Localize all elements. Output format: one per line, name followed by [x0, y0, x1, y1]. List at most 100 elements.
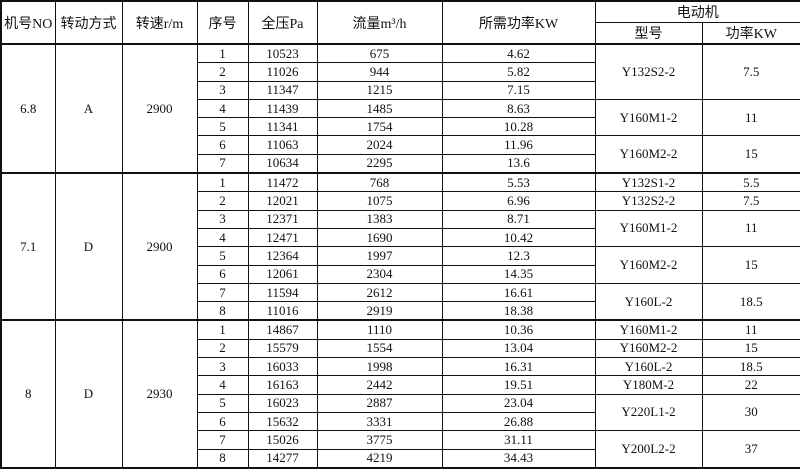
flow-cell: 2024 — [316, 135, 443, 155]
pressure-cell: 11026 — [247, 62, 318, 82]
motor-power-cell: 5.5 — [701, 172, 800, 193]
flow-cell: 1215 — [316, 80, 443, 100]
motor-power-cell: 18.5 — [701, 282, 800, 321]
motor-model-cell: Y160M1-2 — [594, 319, 703, 340]
table-row: 4 16163 2442 19.51 Y180M-2 22 — [1, 375, 800, 395]
header-drive: 转动方式 — [54, 0, 123, 45]
motor-model-cell: Y160M1-2 — [594, 209, 703, 248]
required-power-cell: 31.11 — [441, 430, 596, 450]
pressure-cell: 11347 — [247, 80, 318, 100]
flow-cell: 4219 — [316, 448, 443, 469]
required-power-cell: 14.35 — [441, 264, 596, 284]
seq-cell: 6 — [196, 411, 249, 432]
motor-model-cell: Y132S1-2 — [594, 172, 703, 193]
pressure-cell: 10523 — [247, 43, 318, 64]
flow-cell: 1075 — [316, 191, 443, 211]
motor-power-cell: 7.5 — [701, 42, 800, 100]
flow-cell: 768 — [316, 172, 443, 193]
required-power-cell: 4.62 — [441, 43, 596, 64]
table-row: 2 15579 1554 13.04 Y160M2-2 15 — [1, 338, 800, 359]
table-row: 6 12061 2304 14.35 — [1, 264, 800, 284]
motor-power-cell: 15 — [701, 135, 800, 174]
motor-model-cell: Y220L1-2 — [594, 393, 703, 432]
motor-model-cell: Y160M2-2 — [594, 135, 703, 174]
model-no-cell: 6.8 — [0, 42, 56, 174]
seq-cell: 7 — [196, 282, 249, 303]
pressure-cell: 11472 — [247, 172, 318, 193]
pressure-cell: 15026 — [247, 430, 318, 450]
required-power-cell: 11.96 — [441, 135, 596, 155]
seq-cell: 5 — [196, 393, 249, 413]
motor-power-cell: 15 — [701, 338, 800, 359]
pressure-cell: 16033 — [247, 357, 318, 377]
pressure-cell: 16163 — [247, 375, 318, 395]
pressure-cell: 16023 — [247, 393, 318, 413]
pressure-cell: 11016 — [247, 301, 318, 321]
flow-cell: 2612 — [316, 282, 443, 303]
motor-model-cell: Y132S2-2 — [594, 191, 703, 211]
flow-cell: 2919 — [316, 301, 443, 321]
motor-model-cell: Y160L-2 — [594, 282, 703, 321]
table-row: 7.1 D 2900 1 11472 768 5.53 Y132S1-2 5.5 — [0, 172, 800, 321]
seq-cell: 5 — [196, 117, 249, 137]
required-power-cell: 5.53 — [441, 172, 596, 193]
motor-power-cell: 18.5 — [701, 357, 800, 377]
flow-cell: 1383 — [316, 209, 443, 229]
flow-cell: 2304 — [316, 264, 443, 284]
required-power-cell: 7.15 — [441, 80, 596, 100]
header-speed: 转速r/m — [121, 0, 198, 45]
pressure-cell: 11594 — [247, 282, 318, 303]
table-row: 6.8 A 2900 1 10523 675 4.62 Y132S2-2 7.5 — [0, 42, 800, 174]
drive-cell: A — [54, 42, 123, 174]
required-power-cell: 13.6 — [441, 153, 596, 174]
table-row: 6 11063 2024 11.96 Y160M2-2 15 — [1, 135, 800, 174]
motor-power-cell: 11 — [701, 319, 800, 340]
pressure-cell: 12371 — [247, 209, 318, 229]
required-power-cell: 18.38 — [441, 301, 596, 321]
pressure-cell: 12471 — [247, 227, 318, 248]
drive-cell: D — [54, 319, 123, 469]
flow-cell: 1690 — [316, 227, 443, 248]
motor-power-cell: 30 — [701, 393, 800, 432]
required-power-cell: 8.63 — [441, 98, 596, 119]
table-row: 7 11594 2612 16.61 Y160L-2 18.5 — [1, 282, 800, 321]
header-flow: 流量m³/h — [316, 0, 443, 45]
pressure-cell: 11341 — [247, 117, 318, 137]
motor-power-cell: 11 — [701, 209, 800, 248]
seq-cell: 6 — [196, 135, 249, 155]
motor-model-cell: Y160L-2 — [594, 357, 703, 377]
header-required-power: 所需功率KW — [441, 0, 596, 45]
header-seq: 序号 — [196, 0, 249, 45]
seq-cell: 2 — [196, 62, 249, 82]
motor-model-cell: Y160M1-2 — [594, 98, 703, 137]
seq-cell: 1 — [196, 319, 249, 340]
model-no-cell: 7.1 — [0, 172, 56, 321]
seq-cell: 3 — [196, 80, 249, 100]
required-power-cell: 10.36 — [441, 319, 596, 340]
required-power-cell: 12.3 — [441, 246, 596, 266]
speed-cell: 2900 — [121, 42, 198, 174]
table-row: 5 16023 2887 23.04 Y220L1-2 30 — [1, 393, 800, 432]
pressure-cell: 15579 — [247, 338, 318, 359]
flow-cell: 675 — [316, 43, 443, 64]
table-row: 4 12471 1690 10.42 — [1, 227, 800, 248]
table-row: 3 16033 1998 16.31 Y160L-2 18.5 — [1, 357, 800, 377]
seq-cell: 2 — [196, 338, 249, 359]
seq-cell: 8 — [196, 448, 249, 469]
speed-cell: 2900 — [121, 172, 198, 321]
seq-cell: 4 — [196, 98, 249, 119]
motor-power-cell: 22 — [701, 375, 800, 395]
required-power-cell: 5.82 — [441, 62, 596, 82]
required-power-cell: 16.61 — [441, 282, 596, 303]
seq-cell: 3 — [196, 209, 249, 229]
pressure-cell: 11063 — [247, 135, 318, 155]
motor-model-cell: Y160M2-2 — [594, 246, 703, 284]
pressure-cell: 12364 — [247, 246, 318, 266]
seq-cell: 3 — [196, 357, 249, 377]
motor-power-cell: 11 — [701, 98, 800, 137]
pressure-cell: 14867 — [247, 319, 318, 340]
seq-cell: 4 — [196, 227, 249, 248]
seq-cell: 5 — [196, 246, 249, 266]
flow-cell: 1110 — [316, 319, 443, 340]
seq-cell: 1 — [196, 43, 249, 64]
